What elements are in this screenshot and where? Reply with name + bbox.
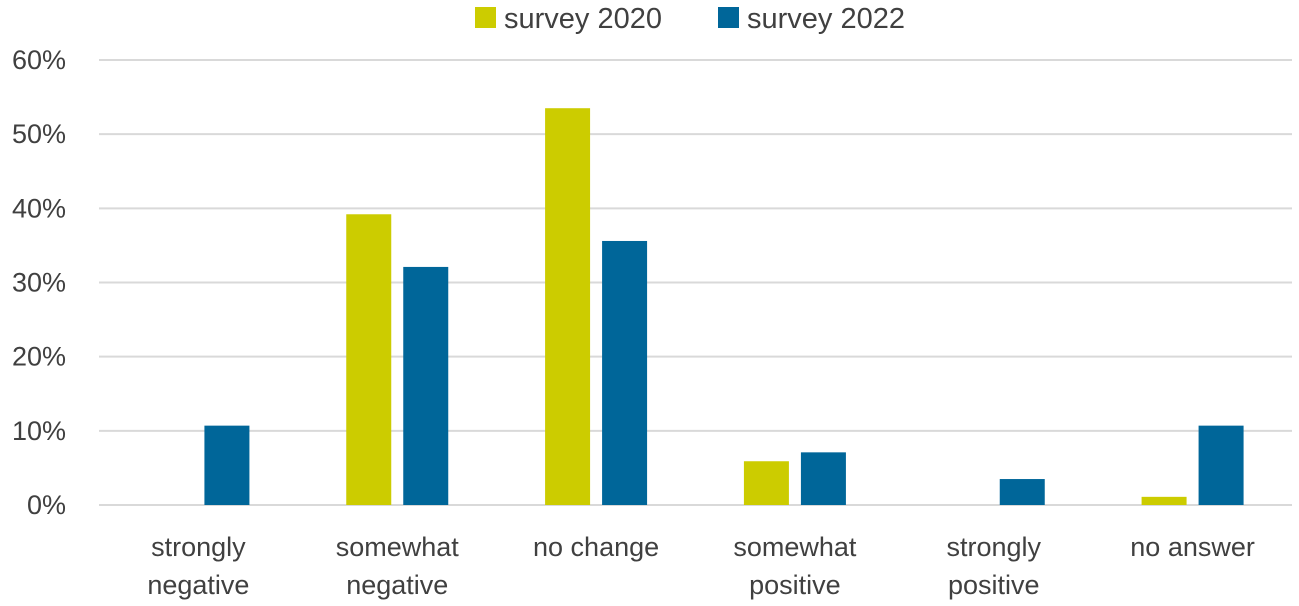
legend-label: survey 2022 xyxy=(747,3,905,35)
bar-survey-2022-0 xyxy=(204,425,250,505)
y-tick-label: 60% xyxy=(12,45,66,75)
y-tick-label: 30% xyxy=(12,268,66,298)
bar-survey-2020-2 xyxy=(545,108,591,505)
y-tick-label: 10% xyxy=(12,416,66,446)
y-tick-label: 20% xyxy=(12,342,66,372)
x-axis-labels: strongly negative somewhat negative no chang… xyxy=(147,532,1255,600)
gridlines xyxy=(99,59,1292,506)
y-tick-label: 0% xyxy=(27,490,66,520)
x-category-label: strongly negative xyxy=(147,532,249,600)
x-category-label: strongly positive xyxy=(946,532,1041,600)
legend-swatch xyxy=(718,7,739,28)
bars xyxy=(204,108,1244,505)
bar-survey-2022-4 xyxy=(999,479,1045,505)
legend: survey 2020 survey 2022 xyxy=(475,3,905,35)
legend-label: survey 2020 xyxy=(504,3,662,35)
bar-survey-2022-5 xyxy=(1198,425,1244,505)
bar-survey-2022-1 xyxy=(403,266,449,505)
bar-survey-2020-1 xyxy=(346,214,392,505)
bar-survey-2022-2 xyxy=(602,240,648,505)
y-tick-label: 50% xyxy=(12,119,66,149)
bar-survey-2020-3 xyxy=(743,461,789,505)
bar-survey-2022-3 xyxy=(800,452,846,505)
y-tick-label: 40% xyxy=(12,193,66,223)
x-category-label: somewhat positive xyxy=(733,532,857,600)
x-category-label: somewhat negative xyxy=(336,532,460,600)
legend-swatch xyxy=(475,7,496,28)
bar-survey-2020-5 xyxy=(1141,496,1187,505)
x-category-label: no change xyxy=(533,532,659,562)
x-category-label: no answer xyxy=(1130,532,1255,562)
y-axis-ticks: 0% 10% 20% 30% 40% 50% 60% xyxy=(12,45,66,520)
